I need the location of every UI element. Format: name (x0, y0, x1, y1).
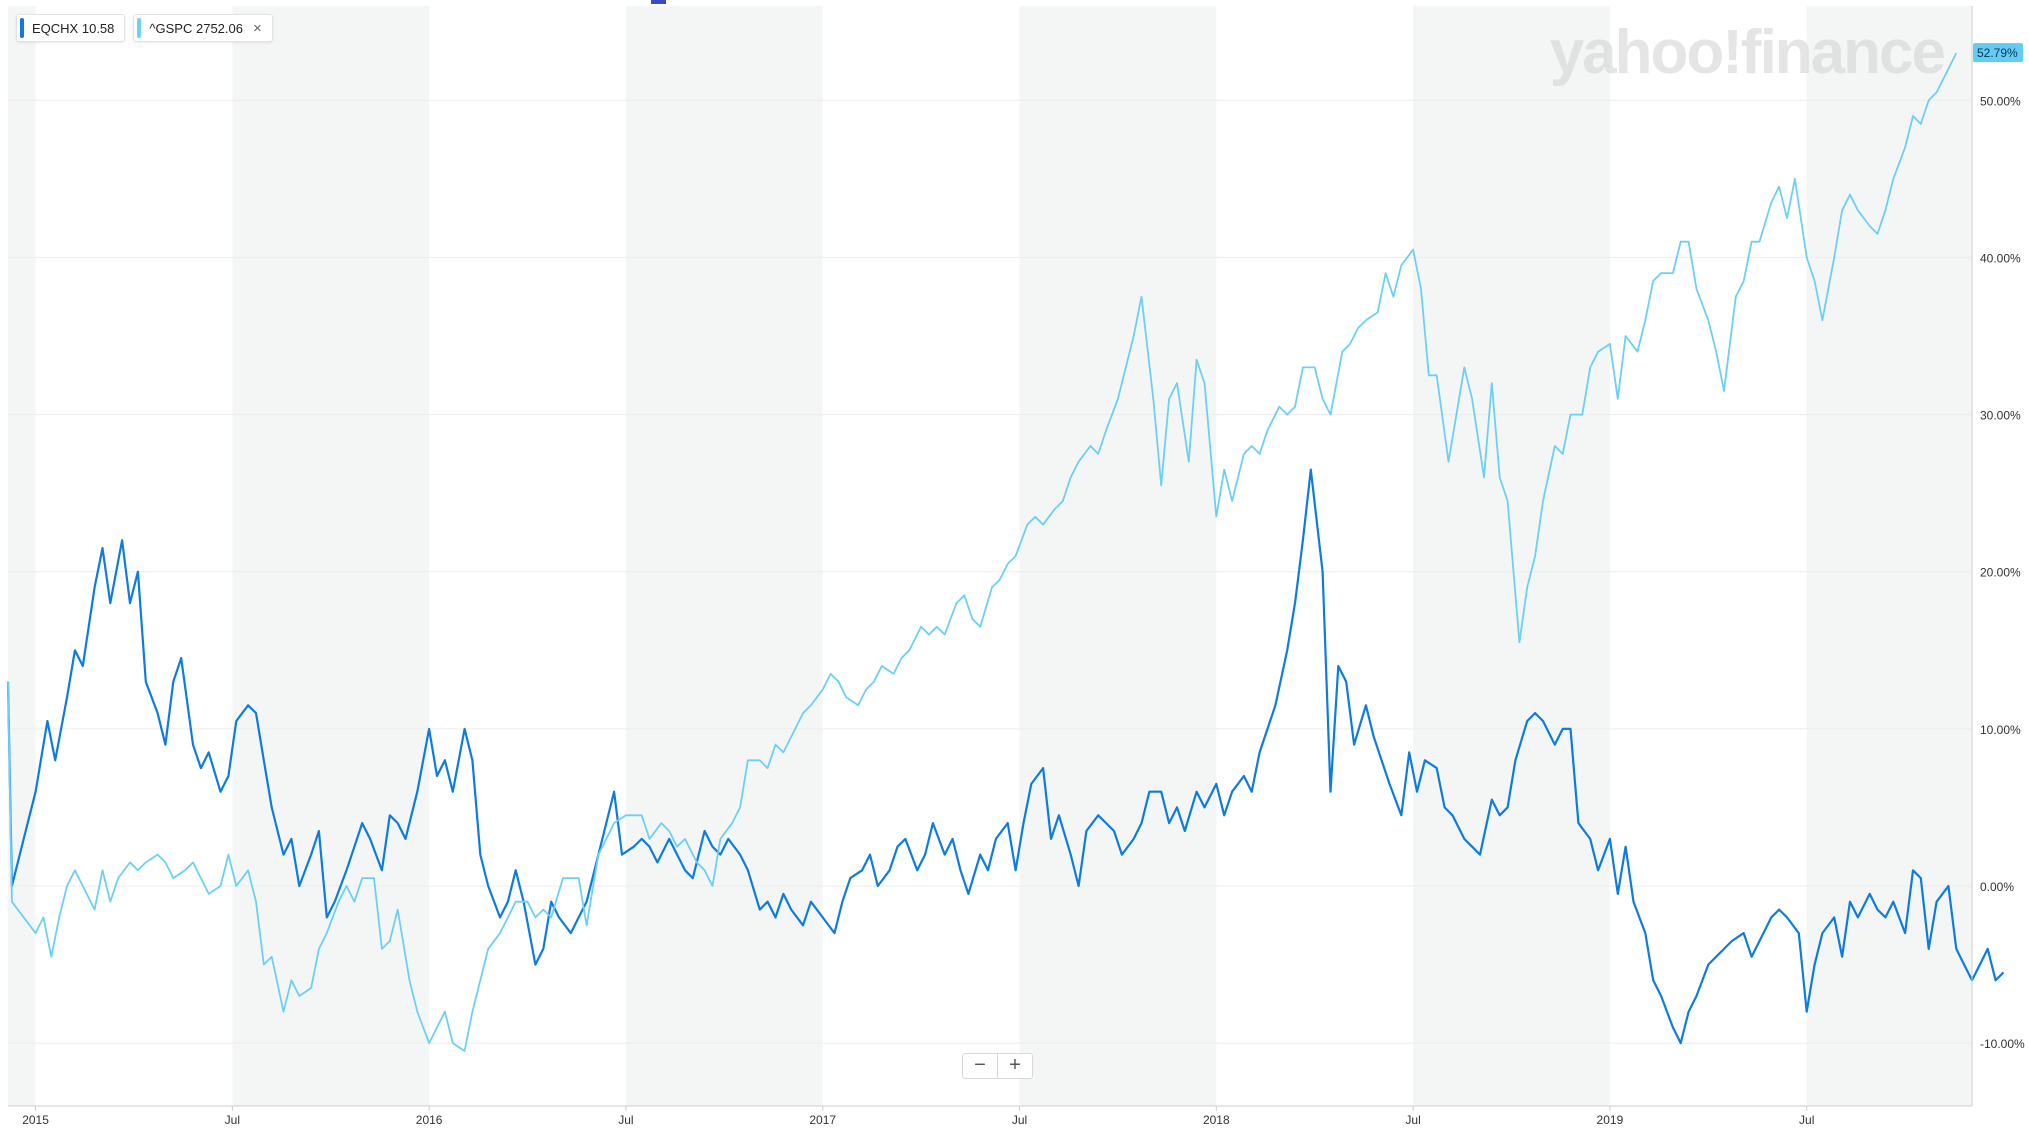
zoom-out-button[interactable]: − (974, 1054, 986, 1076)
x-tick-label: Jul (618, 1113, 633, 1127)
y-tick-label: 50.00% (1980, 94, 2021, 108)
x-tick-label: 2018 (1203, 1113, 1230, 1127)
legend-value: 10.58 (81, 20, 115, 36)
x-tick-label: 2016 (416, 1113, 443, 1127)
series-line-gspc (7, 52, 1958, 1052)
y-tick-label: 20.00% (1980, 566, 2021, 580)
shaded-band (8, 6, 36, 1106)
zoom-controls: − + (962, 1053, 1033, 1079)
legend-chip-eqchx[interactable]: EQCHX 10.58 (16, 14, 126, 42)
legend: EQCHX 10.58 ^GSPC 2752.06 × (16, 14, 273, 42)
zoom-in-button[interactable]: + (997, 1054, 1032, 1078)
alternating-bands (8, 6, 1972, 1106)
yahoo-finance-watermark: yahoo!finance (1550, 18, 1945, 87)
x-tick-label: Jul (1012, 1113, 1027, 1127)
legend-chip-gspc[interactable]: ^GSPC 2752.06 × (133, 14, 273, 42)
x-tick-label: Jul (1799, 1113, 1814, 1127)
last-value-label: 52.79% (1977, 46, 2018, 60)
y-tick-label: -10.00% (1980, 1037, 2025, 1051)
y-tick-label: 0.00% (1980, 880, 2014, 894)
shaded-band (625, 6, 823, 1106)
x-tick-label: 2015 (22, 1113, 49, 1127)
shaded-band (1806, 6, 1972, 1106)
shaded-band (232, 6, 430, 1106)
legend-value: 2752.06 (195, 20, 243, 36)
y-tick-label: 10.00% (1980, 723, 2021, 737)
series-color-swatch (137, 18, 142, 38)
last-value-badge (1973, 43, 2023, 63)
y-tick-label: 30.00% (1980, 409, 2021, 423)
x-tick-label: Jul (1405, 1113, 1420, 1127)
x-tick-label: 2017 (809, 1113, 836, 1127)
gridlines (8, 99, 1972, 1044)
axes: 50.00% 40.00% 30.00% 20.00% 10.00% 0.00% -10.0… (8, 6, 2025, 1127)
y-tick-label: 40.00% (1980, 251, 2021, 265)
legend-symbol: ^GSPC (149, 20, 193, 36)
x-tick-label: Jul (225, 1113, 240, 1127)
close-icon[interactable]: × (252, 19, 262, 37)
series-line-eqchx (6, 468, 2005, 1045)
legend-symbol: EQCHX (32, 20, 79, 36)
series-color-swatch (20, 18, 24, 38)
range-marker[interactable] (651, 0, 666, 4)
shaded-band (1019, 6, 1217, 1106)
x-tick-label: 2019 (1597, 1113, 1624, 1127)
series-lines (6, 52, 2005, 1052)
